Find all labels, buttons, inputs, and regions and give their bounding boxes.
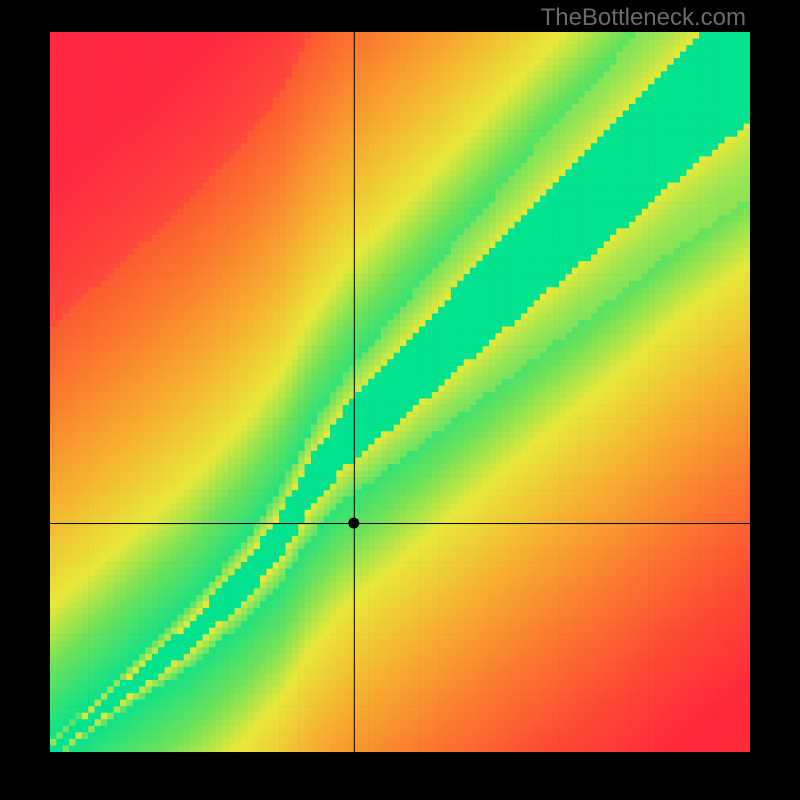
bottleneck-heatmap [50, 32, 750, 752]
watermark-label: TheBottleneck.com [541, 4, 746, 32]
